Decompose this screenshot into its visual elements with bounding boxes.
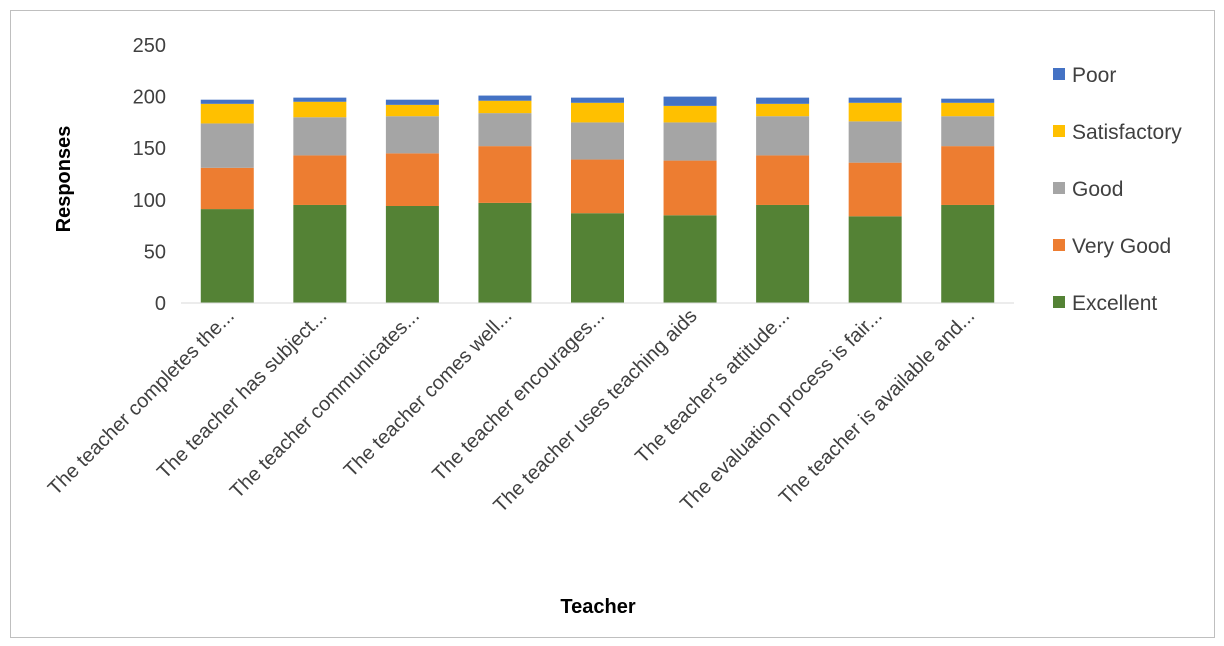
bar-segment-very-good: [293, 155, 347, 205]
bar-segment-poor: [571, 97, 624, 103]
bar-segment-good: [941, 116, 995, 147]
bar-segment-excellent: [663, 215, 717, 303]
y-axis-title: Responses: [53, 126, 75, 233]
x-category-label: The teacher uses teaching aids: [489, 305, 701, 517]
legend-label: Poor: [1072, 64, 1116, 87]
x-category-label: The teacher's attitude...: [631, 305, 794, 468]
y-axis-ticks: 0 50 100 150 200 250: [133, 35, 166, 315]
legend-item-excellent: Excellent: [1053, 292, 1157, 315]
legend-swatch: [1053, 296, 1065, 308]
bar-segment-poor: [385, 99, 439, 105]
bar-segment-satisfactory: [571, 102, 624, 123]
bar-segment-excellent: [200, 209, 254, 303]
x-category-label: The teacher is available and...: [775, 305, 979, 509]
bar-segment-very-good: [478, 146, 532, 203]
bar-segment-satisfactory: [756, 103, 810, 117]
bar-segment-satisfactory: [663, 105, 717, 123]
legend-swatch: [1053, 239, 1065, 251]
bar-segment-satisfactory: [941, 102, 995, 117]
bar-segment-satisfactory: [478, 100, 532, 114]
y-tick-label: 200: [133, 87, 166, 109]
legend-item-poor: Poor: [1053, 64, 1116, 87]
x-category-label: The teacher has subject...: [153, 305, 331, 483]
x-axis-category-labels: The teacher completes the...The teacher …: [44, 305, 979, 517]
bar-segment-excellent: [385, 205, 439, 303]
bar-segment-excellent: [478, 202, 532, 303]
x-category-label: The teacher comes well...: [340, 305, 517, 482]
bars: [200, 95, 995, 303]
legend-swatch: [1053, 68, 1065, 80]
legend-item-satisfactory: Satisfactory: [1053, 121, 1182, 144]
bar-segment-good: [200, 123, 254, 168]
bar-segment-good: [293, 117, 347, 156]
bar-segment-very-good: [571, 159, 624, 214]
legend-label: Very Good: [1072, 235, 1171, 258]
legend-label: Satisfactory: [1072, 121, 1182, 144]
bar-segment-good: [571, 122, 624, 160]
chart-frame: 0 50 100 150 200 250 The teacher completes th…: [10, 10, 1215, 638]
x-category-label: The teacher encourages...: [428, 305, 609, 486]
y-tick-label: 50: [144, 241, 166, 263]
x-category-label: The teacher communicates...: [226, 305, 424, 503]
bar-segment-satisfactory: [848, 102, 902, 122]
bar-segment-poor: [200, 99, 254, 104]
legend-swatch: [1053, 182, 1065, 194]
bar-segment-poor: [756, 97, 810, 104]
bar-segment-very-good: [663, 160, 717, 216]
x-category-label: The teacher completes the...: [44, 305, 239, 500]
y-tick-label: 100: [133, 190, 166, 212]
x-axis-title: Teacher: [560, 596, 635, 618]
bar-segment-poor: [478, 95, 532, 101]
bar-segment-very-good: [756, 155, 810, 205]
bar-segment-excellent: [941, 204, 995, 303]
stacked-bar-chart: 0 50 100 150 200 250 The teacher completes th…: [44, 35, 1182, 618]
bar-segment-poor: [293, 97, 347, 102]
legend-label: Excellent: [1072, 292, 1157, 315]
y-tick-label: 150: [133, 138, 166, 160]
bar-segment-good: [848, 121, 902, 163]
legend-item-very-good: Very Good: [1053, 235, 1171, 258]
bar-segment-very-good: [200, 167, 254, 210]
bar-segment-excellent: [756, 204, 810, 303]
bar-segment-good: [385, 116, 439, 154]
bar-segment-excellent: [293, 204, 347, 303]
bar-segment-good: [478, 113, 532, 147]
bar-segment-poor: [848, 97, 902, 103]
bar-segment-good: [663, 122, 717, 161]
legend-label: Good: [1072, 178, 1123, 201]
legend-item-good: Good: [1053, 178, 1123, 201]
bar-segment-satisfactory: [385, 104, 439, 117]
bar-segment-good: [756, 116, 810, 156]
y-tick-label: 250: [133, 35, 166, 57]
bar-segment-excellent: [571, 213, 624, 303]
bar-segment-very-good: [385, 153, 439, 206]
legend-swatch: [1053, 125, 1065, 137]
bar-segment-very-good: [941, 146, 995, 205]
bar-segment-poor: [941, 98, 995, 103]
bar-segment-very-good: [848, 162, 902, 217]
bar-segment-excellent: [848, 216, 902, 303]
bar-segment-satisfactory: [293, 101, 347, 118]
y-tick-label: 0: [155, 293, 166, 315]
legend: Poor Satisfactory Good Very Good Excellent: [1053, 64, 1182, 315]
bar-segment-satisfactory: [200, 103, 254, 124]
bar-segment-poor: [663, 96, 717, 106]
x-category-label: The evaluation process is fair...: [676, 305, 887, 516]
